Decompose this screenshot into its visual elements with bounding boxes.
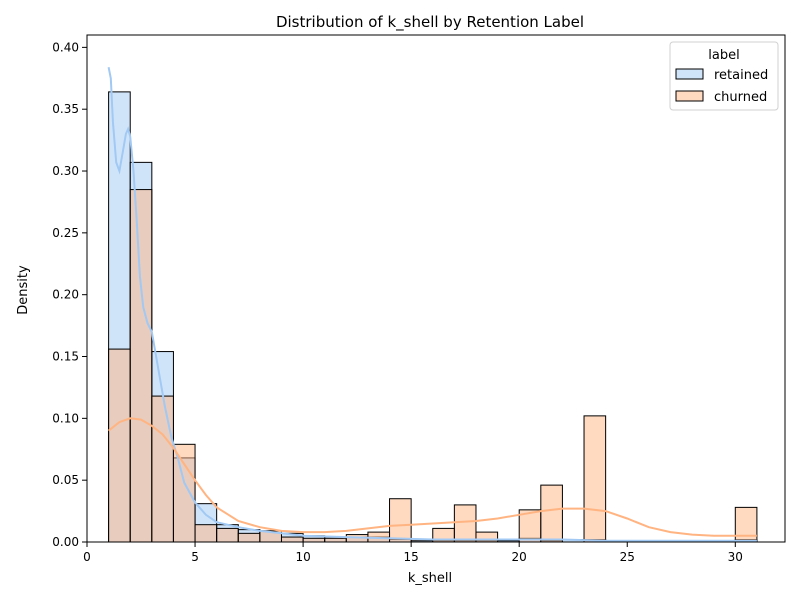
y-tick-label: 0.30: [52, 164, 79, 178]
churned-bar: [453, 504, 477, 543]
chart-title: Distribution of k_shell by Retention Lab…: [276, 13, 584, 32]
x-tick-label: 25: [620, 550, 635, 564]
kde-curves: [107, 67, 757, 542]
x-tick-label: 0: [83, 550, 91, 564]
legend-label-retained: retained: [714, 68, 768, 83]
churned-bar: [194, 524, 218, 543]
churned-bar: [583, 415, 607, 543]
y-tick-label: 0.15: [52, 350, 79, 364]
plot-frame: [86, 34, 786, 543]
churned-bar: [475, 531, 499, 543]
y-tick-label: 0.20: [52, 288, 79, 302]
x-axis-label: k_shell: [408, 571, 452, 586]
churned-bar: [129, 189, 153, 543]
retained-kde-line: [107, 67, 757, 542]
churned-bar: [389, 498, 412, 543]
legend: label retained churned: [669, 41, 779, 111]
churned-bar: [237, 532, 261, 543]
y-tick-label: 0.10: [52, 411, 79, 425]
x-tick-label: 20: [512, 550, 527, 564]
churned-bar: [216, 527, 239, 543]
y-tick-label: 0.00: [52, 535, 79, 549]
legend-title: label: [708, 48, 739, 63]
x-tick-label: 15: [404, 550, 419, 564]
churned-bar: [302, 537, 326, 543]
legend-swatch-churned: [675, 90, 704, 102]
legend-label-churned: churned: [714, 90, 767, 105]
axes: 0 5 10 15 20 25 30 0.00 0.05 0.10 0.15 0.20 0.25 0.30…: [52, 34, 786, 564]
churned-bar: [324, 537, 347, 543]
y-axis-label: Density: [16, 265, 31, 315]
churned-bar: [172, 443, 196, 543]
y-tick-label: 0.05: [52, 473, 79, 487]
churned-bar: [280, 536, 304, 543]
churned-bar: [151, 395, 174, 543]
churned-kde-line: [107, 417, 757, 537]
x-tick-label: 5: [191, 550, 199, 564]
churned-bar: [108, 348, 131, 543]
y-tick-label: 0.40: [52, 40, 79, 54]
retained-bars: [108, 91, 758, 543]
churned-bars: [108, 189, 758, 543]
legend-swatch-retained: [675, 68, 704, 80]
x-tick-label: 30: [728, 550, 743, 564]
x-tick-label: 10: [295, 550, 310, 564]
y-tick-label: 0.25: [52, 226, 79, 240]
churned-bar: [734, 506, 758, 543]
y-tick-label: 0.35: [52, 102, 79, 116]
churned-bar: [540, 484, 563, 543]
